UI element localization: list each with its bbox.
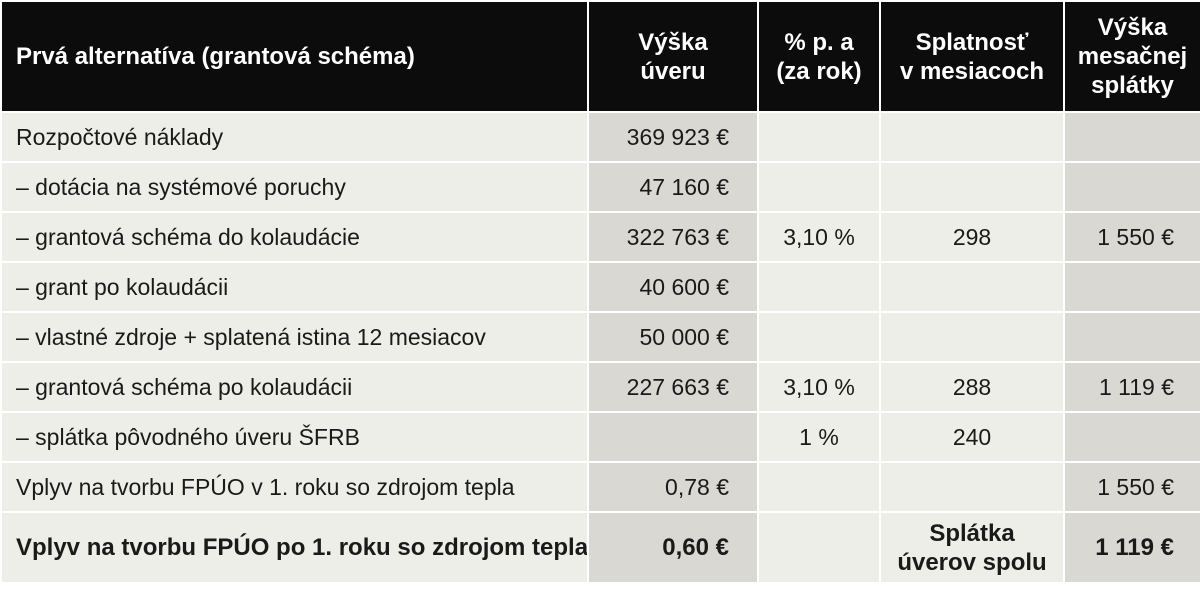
- table-row: – grantová schéma po kolaudácii 227 663 …: [0, 361, 1200, 413]
- payment-cell: [1063, 311, 1200, 363]
- header-alternative: Prvá alternatíva (grantová schéma): [0, 0, 589, 113]
- total-row-label: Vplyv na tvorbu FPÚO po 1. roku so zdroj…: [0, 511, 589, 584]
- payment-cell: 1 550 €: [1063, 461, 1200, 513]
- table-row: Rozpočtové náklady 369 923 €: [0, 111, 1200, 163]
- loan-cell: [587, 411, 759, 463]
- rate-cell: [757, 161, 881, 213]
- months-cell: 288: [879, 361, 1065, 413]
- header-maturity: Splatnosť v mesiacoch: [879, 0, 1065, 113]
- loan-cell: 0,78 €: [587, 461, 759, 513]
- rate-cell: [757, 111, 881, 163]
- payment-cell: [1063, 111, 1200, 163]
- row-label: – vlastné zdroje + splatená istina 12 me…: [0, 311, 589, 363]
- total-loan-cell: 0,60 €: [587, 511, 759, 584]
- table-row: – splátka pôvodného úveru ŠFRB 1 % 240: [0, 411, 1200, 463]
- row-label: – dotácia na systémové poruchy: [0, 161, 589, 213]
- total-payments-note: Splátka úverov spolu: [879, 511, 1065, 584]
- row-label: – grant po kolaudácii: [0, 261, 589, 313]
- rate-cell: 3,10 %: [757, 211, 881, 263]
- loan-cell: 40 600 €: [587, 261, 759, 313]
- months-cell: 240: [879, 411, 1065, 463]
- row-label: – grantová schéma po kolaudácii: [0, 361, 589, 413]
- header-row: Prvá alternatíva (grantová schéma) Výška…: [0, 0, 1200, 113]
- payment-cell: [1063, 411, 1200, 463]
- table-row: Vplyv na tvorbu FPÚO v 1. roku so zdrojo…: [0, 461, 1200, 513]
- header-loan-amount: Výška úveru: [587, 0, 759, 113]
- total-payment-cell: 1 119 €: [1063, 511, 1200, 584]
- rate-cell: [757, 461, 881, 513]
- row-label: Rozpočtové náklady: [0, 111, 589, 163]
- table-row: – dotácia na systémové poruchy 47 160 €: [0, 161, 1200, 213]
- row-label: – splátka pôvodného úveru ŠFRB: [0, 411, 589, 463]
- header-monthly-payment: Výška mesačnej splátky: [1063, 0, 1200, 113]
- row-label: Vplyv na tvorbu FPÚO v 1. roku so zdrojo…: [0, 461, 589, 513]
- months-cell: [879, 461, 1065, 513]
- rate-cell: 3,10 %: [757, 361, 881, 413]
- total-rate-cell: [757, 511, 881, 584]
- loan-cell: 47 160 €: [587, 161, 759, 213]
- loan-cell: 227 663 €: [587, 361, 759, 413]
- rate-cell: [757, 311, 881, 363]
- row-label: – grantová schéma do kolaudácie: [0, 211, 589, 263]
- loan-cell: 50 000 €: [587, 311, 759, 363]
- loan-cell: 369 923 €: [587, 111, 759, 163]
- loan-cell: 322 763 €: [587, 211, 759, 263]
- months-cell: [879, 161, 1065, 213]
- table-row: – vlastné zdroje + splatená istina 12 me…: [0, 311, 1200, 363]
- total-row: Vplyv na tvorbu FPÚO po 1. roku so zdroj…: [0, 511, 1200, 584]
- payment-cell: [1063, 161, 1200, 213]
- header-interest-rate: % p. a (za rok): [757, 0, 881, 113]
- rate-cell: 1 %: [757, 411, 881, 463]
- loan-table: Prvá alternatíva (grantová schéma) Výška…: [0, 0, 1200, 584]
- months-cell: [879, 261, 1065, 313]
- payment-cell: 1 119 €: [1063, 361, 1200, 413]
- rate-cell: [757, 261, 881, 313]
- months-cell: 298: [879, 211, 1065, 263]
- payment-cell: 1 550 €: [1063, 211, 1200, 263]
- months-cell: [879, 311, 1065, 363]
- months-cell: [879, 111, 1065, 163]
- table-row: – grantová schéma do kolaudácie 322 763 …: [0, 211, 1200, 263]
- payment-cell: [1063, 261, 1200, 313]
- table-row: – grant po kolaudácii 40 600 €: [0, 261, 1200, 313]
